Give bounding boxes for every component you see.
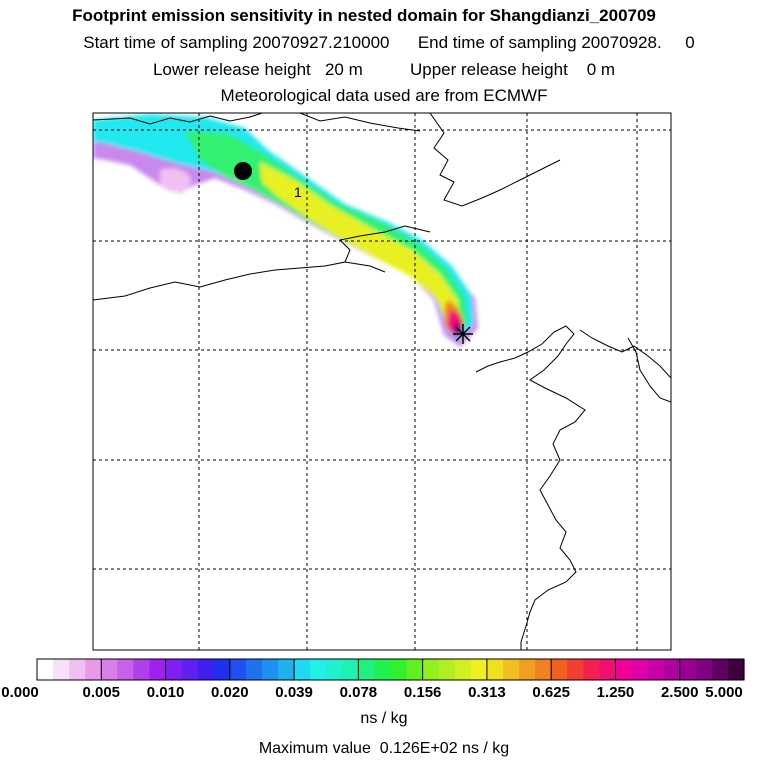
upper-height-value: 0 m (586, 60, 616, 79)
colorbar-tick-label: 5.000 (705, 684, 743, 701)
end-time-label: End time of sampling (417, 33, 577, 52)
plume-low-band (93, 116, 478, 347)
colorbar-swatch (117, 659, 135, 680)
colorbar-swatch (583, 659, 600, 680)
colorbar-swatch (406, 659, 424, 680)
colorbar-swatch (454, 659, 472, 680)
colorbar-swatch (181, 659, 199, 680)
map-frame (92, 112, 672, 651)
release-heights: Lower release height 20 m Upper release … (0, 60, 768, 80)
max-value-units: ns / kg (462, 740, 510, 757)
colorbar-swatch (149, 659, 167, 680)
coastline-east (475, 325, 586, 650)
colorbar-tick-label: 0.020 (211, 684, 249, 701)
footprint-plume (93, 114, 478, 347)
plume-time-label: 1 (294, 184, 302, 200)
colorbar-swatch (294, 659, 311, 680)
colorbar-tick-label: 2.500 (660, 684, 699, 701)
max-value-number: 0.126E+02 (379, 740, 458, 757)
coastline-north-east (299, 113, 421, 132)
colorbar-swatch (229, 659, 247, 680)
colorbar-swatch (695, 659, 713, 680)
lat-lon-grid (93, 113, 671, 650)
colorbar-swatch (615, 659, 633, 680)
colorbar-swatch (245, 659, 263, 680)
colorbar-swatch (438, 659, 456, 680)
colorbar-swatch (519, 659, 536, 680)
receptor-station-marker (453, 324, 473, 344)
colorbar-tick-label: 0.625 (532, 684, 570, 701)
colorbar-frame (36, 658, 745, 681)
lower-height-value: 20 m (324, 60, 363, 79)
border-north-east (429, 113, 561, 207)
colorbar-swatch (358, 659, 376, 680)
start-time-label: Start time of sampling (83, 33, 248, 52)
coastline-east-edge (627, 337, 671, 403)
colorbar-swatch (631, 659, 649, 680)
colorbar-tick-label: 0.039 (275, 684, 313, 701)
colorbar-swatch (647, 659, 665, 680)
colorbar-swatch (197, 659, 215, 680)
plume-patch-west (160, 168, 191, 193)
colorbar-swatch (567, 659, 584, 680)
plot-title: Footprint emission sensitivity in nested… (72, 6, 656, 25)
colorbar-swatch (663, 659, 681, 680)
colorbar-tick-label: 1.250 (596, 684, 635, 701)
colorbar-swatch (502, 659, 520, 680)
colorbar-swatch (390, 659, 408, 680)
colorbar-swatch (213, 659, 231, 680)
start-time-value: 20070927.210000 (252, 33, 390, 52)
colorbar-tick-label: 0.313 (468, 684, 506, 701)
lower-height-label: Lower release height (152, 60, 311, 79)
colorbar-swatch (374, 659, 392, 680)
colorbar-swatch (37, 659, 54, 680)
colorbar-tick-label: 0.005 (82, 684, 121, 701)
colorbar-swatch (278, 659, 295, 680)
met-data-source: Meteorological data used are from ECMWF (220, 86, 548, 105)
colorbar-swatch (310, 659, 327, 680)
colorbar-swatch (342, 659, 359, 680)
coastline-north (93, 113, 263, 125)
colorbar-tick-label: 0.010 (146, 684, 185, 701)
coastline-mid (93, 225, 431, 301)
colorbar-swatch (535, 659, 552, 680)
colorbar-tick-label: 0.078 (339, 684, 378, 701)
colorbar-swatch (599, 659, 617, 680)
colorbar-swatch (69, 659, 86, 680)
colorbar-swatch (470, 659, 488, 680)
colorbar-swatch (727, 659, 745, 680)
plume-green-band (185, 130, 468, 334)
colorbar-swatch (551, 659, 568, 680)
colorbar-swatch (165, 659, 183, 680)
end-time-value: 20070928. 0 (581, 33, 695, 52)
coastline-gulf (344, 261, 386, 273)
colorbar-swatch (422, 659, 440, 680)
colorbar (37, 659, 745, 680)
plume-centroid-marker (234, 162, 252, 180)
colorbar-swatch (711, 659, 729, 680)
colorbar-swatch (261, 659, 279, 680)
colorbar-swatch (133, 659, 151, 680)
coastline-peninsula (579, 329, 671, 379)
max-value-label: Maximum value (258, 740, 371, 757)
upper-height-label: Upper release height (409, 60, 568, 79)
sampling-times: Start time of sampling 20070927.210000 E… (5, 33, 768, 53)
colorbar-swatch (53, 659, 70, 680)
colorbar-swatch (679, 659, 697, 680)
colorbar-swatch (486, 659, 504, 680)
colorbar-swatch (85, 659, 102, 680)
coastlines (93, 113, 671, 650)
colorbar-swatch (326, 659, 343, 680)
colorbar-units: ns / kg (360, 710, 408, 727)
maximum-value: Maximum value 0.126E+02 ns / kg (0, 740, 768, 758)
colorbar-tick-label: 0.156 (403, 684, 442, 701)
plume-yellow-core (260, 162, 460, 330)
colorbar-swatch (101, 659, 118, 680)
colorbar-tick-label: 0.000 (1, 684, 39, 701)
plume-cyan-band (93, 114, 474, 340)
